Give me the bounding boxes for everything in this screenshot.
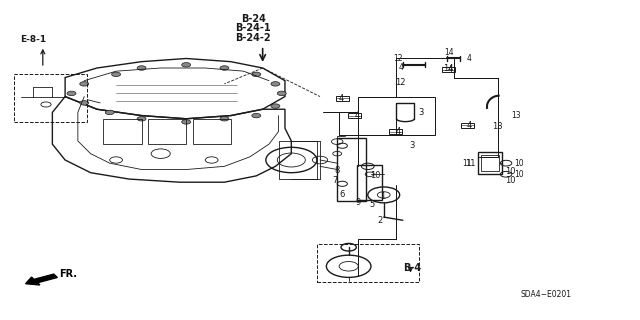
Text: 12: 12 xyxy=(394,54,403,63)
Text: SDA4−E0201: SDA4−E0201 xyxy=(521,290,572,299)
Text: 7: 7 xyxy=(333,176,338,185)
Text: E-8-1: E-8-1 xyxy=(20,35,47,44)
Bar xyxy=(461,123,474,128)
Bar xyxy=(337,138,366,201)
Text: 3: 3 xyxy=(419,108,424,117)
Text: 2: 2 xyxy=(378,216,383,225)
Text: 3: 3 xyxy=(409,141,415,150)
Text: 4: 4 xyxy=(467,121,472,130)
Text: 10: 10 xyxy=(370,171,380,180)
Circle shape xyxy=(277,91,286,96)
Bar xyxy=(390,129,402,134)
Bar xyxy=(148,119,186,144)
Text: 9: 9 xyxy=(355,198,360,207)
Bar xyxy=(442,68,455,72)
Bar xyxy=(278,141,317,179)
Bar xyxy=(103,119,141,144)
Text: 11: 11 xyxy=(465,159,476,168)
Text: 14: 14 xyxy=(444,48,454,57)
Text: 13: 13 xyxy=(511,111,521,120)
Circle shape xyxy=(182,120,191,124)
Circle shape xyxy=(220,116,229,121)
Text: B-24-2: B-24-2 xyxy=(236,33,271,43)
Text: 10: 10 xyxy=(515,159,524,168)
Text: B-4: B-4 xyxy=(403,263,421,273)
Text: 10: 10 xyxy=(505,176,515,185)
Circle shape xyxy=(80,101,89,105)
Circle shape xyxy=(67,91,76,96)
Text: 4: 4 xyxy=(398,62,403,72)
Bar xyxy=(481,155,499,171)
Text: 11: 11 xyxy=(462,159,472,168)
Text: 1: 1 xyxy=(381,192,386,201)
Text: B-24: B-24 xyxy=(241,14,266,24)
Bar xyxy=(478,152,502,174)
Circle shape xyxy=(182,63,191,67)
Text: 4: 4 xyxy=(339,94,344,103)
Text: 6: 6 xyxy=(339,190,344,199)
Text: 14: 14 xyxy=(443,63,454,73)
Circle shape xyxy=(137,66,146,70)
Text: 4: 4 xyxy=(467,54,472,63)
Text: 8: 8 xyxy=(334,166,339,175)
Bar xyxy=(348,113,361,118)
Circle shape xyxy=(271,104,280,108)
Bar xyxy=(14,74,88,122)
Text: FR.: FR. xyxy=(59,269,77,279)
Circle shape xyxy=(252,113,260,118)
Text: 4: 4 xyxy=(355,111,360,120)
Text: 5: 5 xyxy=(370,200,375,209)
Bar xyxy=(357,165,383,200)
Text: B-24-1: B-24-1 xyxy=(236,23,271,33)
Bar xyxy=(336,96,349,101)
Circle shape xyxy=(220,66,229,70)
Bar xyxy=(193,119,231,144)
Circle shape xyxy=(80,82,89,86)
FancyArrow shape xyxy=(26,274,58,285)
Bar xyxy=(317,244,419,282)
Text: 10: 10 xyxy=(505,167,515,176)
Circle shape xyxy=(271,82,280,86)
Text: 13: 13 xyxy=(492,122,502,131)
Text: 10: 10 xyxy=(515,170,524,179)
Circle shape xyxy=(111,72,120,76)
Text: 4: 4 xyxy=(395,127,401,136)
Circle shape xyxy=(252,72,260,76)
Circle shape xyxy=(137,116,146,121)
Circle shape xyxy=(105,110,114,115)
Text: 4: 4 xyxy=(447,65,452,74)
Text: 12: 12 xyxy=(395,78,406,87)
